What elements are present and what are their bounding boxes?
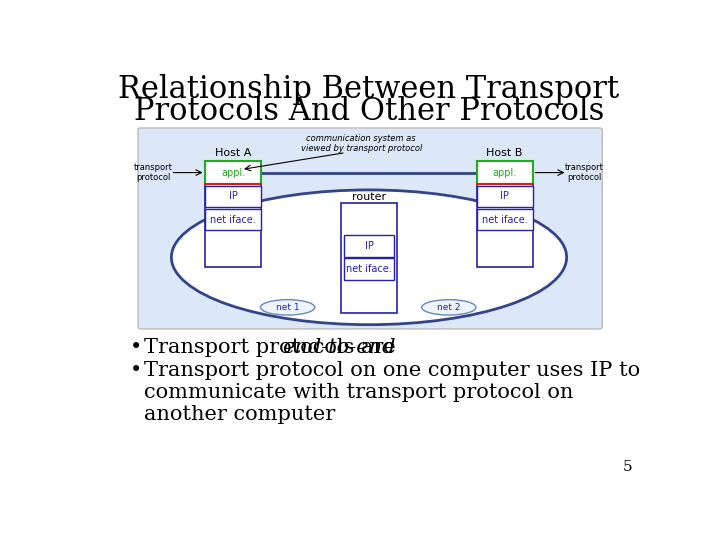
- Text: net iface.: net iface.: [346, 264, 392, 274]
- Bar: [205, 161, 261, 267]
- Text: Transport protocol on one computer uses IP to
communicate with transport protoco: Transport protocol on one computer uses …: [144, 361, 640, 424]
- Text: Host A: Host A: [215, 148, 251, 158]
- Text: net iface.: net iface.: [482, 214, 528, 225]
- Text: IP: IP: [229, 192, 238, 201]
- Text: IP: IP: [500, 192, 509, 201]
- Text: transport
protocol: transport protocol: [134, 163, 173, 183]
- Text: router: router: [352, 192, 386, 202]
- Text: communication system as
viewed by transport protocol: communication system as viewed by transp…: [300, 133, 422, 153]
- Text: net iface.: net iface.: [210, 214, 256, 225]
- Text: •: •: [130, 361, 143, 380]
- Text: net 1: net 1: [276, 303, 300, 312]
- Bar: [477, 161, 533, 267]
- Text: 5: 5: [623, 461, 632, 475]
- Text: Protocols And Other Protocols: Protocols And Other Protocols: [134, 96, 604, 126]
- Ellipse shape: [422, 300, 476, 315]
- Bar: [477, 161, 533, 184]
- Text: Relationship Between Transport: Relationship Between Transport: [118, 74, 620, 105]
- Bar: [477, 209, 533, 231]
- Bar: [341, 204, 397, 313]
- Text: appl.: appl.: [221, 167, 246, 178]
- Bar: [477, 186, 533, 207]
- Text: net 2: net 2: [437, 303, 461, 312]
- Text: Host B: Host B: [487, 148, 523, 158]
- Ellipse shape: [171, 190, 567, 325]
- Bar: [344, 235, 394, 256]
- Ellipse shape: [261, 300, 315, 315]
- Text: •: •: [130, 338, 143, 357]
- Bar: [205, 161, 261, 184]
- Text: Transport protocols are: Transport protocols are: [144, 338, 402, 357]
- Text: IP: IP: [364, 241, 374, 251]
- Text: transport
protocol: transport protocol: [565, 163, 604, 183]
- Bar: [205, 209, 261, 231]
- Text: end-to-end: end-to-end: [282, 338, 396, 357]
- Text: appl.: appl.: [492, 167, 517, 178]
- Bar: [344, 258, 394, 280]
- Bar: [205, 186, 261, 207]
- FancyBboxPatch shape: [138, 128, 602, 329]
